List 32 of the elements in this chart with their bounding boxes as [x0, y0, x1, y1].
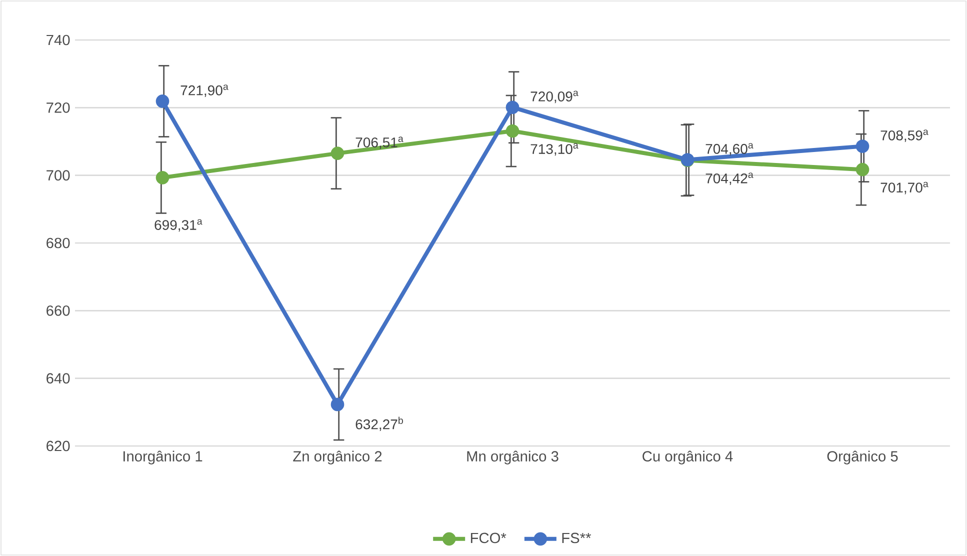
- point: [856, 140, 870, 153]
- x-tick-label: Orgânico 5: [827, 450, 898, 464]
- point: [330, 398, 344, 412]
- y-tick-label: 620: [46, 440, 70, 452]
- y-tick-label: 680: [46, 238, 70, 248]
- point: [156, 170, 170, 184]
- point: [506, 124, 520, 138]
- y-tick-label: 660: [46, 305, 70, 316]
- point: [856, 162, 870, 176]
- point: [506, 100, 520, 114]
- x-tick-label: Mn orgânico 3: [467, 450, 558, 464]
- point: [330, 146, 344, 160]
- point: [156, 94, 170, 108]
- y-tick-label: 700: [46, 170, 70, 181]
- legend-label: FS**: [562, 532, 592, 544]
- data-label: 632,27$^{b}$: [356, 416, 403, 431]
- legend-label: FCO*: [470, 532, 506, 544]
- y-tick-label: 640: [46, 373, 70, 384]
- data-label: 713,10$^{a}$: [530, 143, 578, 156]
- x-tick-label: Zn orgânico 2: [293, 450, 382, 464]
- data-label: 704,60$^{a}$: [706, 143, 754, 156]
- data-label: 721,90$^{a}$: [180, 84, 228, 97]
- x-tick-label: Cu orgânico 4: [642, 450, 733, 464]
- data-label: 699,31$^{a}$: [154, 219, 202, 232]
- data-label: 706,51$^{a}$: [356, 136, 404, 150]
- data-label: 720,09$^{a}$: [530, 90, 578, 104]
- y-tick-label: 720: [46, 102, 70, 113]
- data-label: 708,59$^{a}$: [880, 130, 928, 142]
- data-label: 704,42$^{a}$: [706, 172, 754, 186]
- x-tick-label: Inorgânico 1: [124, 450, 202, 464]
- data-label: 701,70$^{a}$: [880, 182, 928, 194]
- y-tick-label: 740: [46, 34, 70, 46]
